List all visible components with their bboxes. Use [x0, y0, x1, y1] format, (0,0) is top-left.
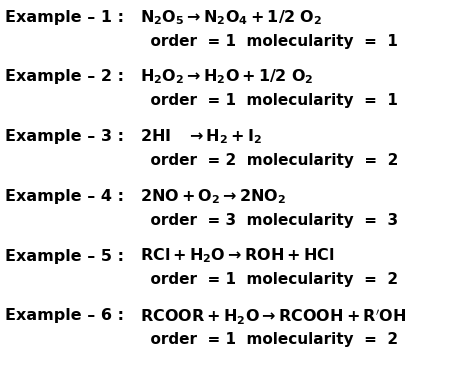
Text: $\mathbf{2NO + O_2 \rightarrow 2NO_2}$: $\mathbf{2NO + O_2 \rightarrow 2NO_2}$ — [140, 187, 286, 206]
Text: $\mathbf{RCl + H_2O \rightarrow ROH + HCl}$: $\mathbf{RCl + H_2O \rightarrow ROH + HC… — [140, 247, 334, 265]
Text: Example – 2 :: Example – 2 : — [5, 70, 124, 84]
Text: $\mathbf{N_2O_5 \rightarrow N_2O_4 + 1/2\ O_2}$: $\mathbf{N_2O_5 \rightarrow N_2O_4 + 1/2… — [140, 8, 322, 27]
Text: order  = 1  molecularity  =  2: order = 1 molecularity = 2 — [140, 332, 398, 347]
Text: Example – 1 :: Example – 1 : — [5, 10, 124, 25]
Text: Example – 6 :: Example – 6 : — [5, 308, 124, 323]
Text: order  = 3  molecularity  =  3: order = 3 molecularity = 3 — [140, 213, 398, 228]
Text: $\mathbf{RCOOR + H_2O \rightarrow RCOOH + R'OH}$: $\mathbf{RCOOR + H_2O \rightarrow RCOOH … — [140, 306, 406, 326]
Text: Example – 5 :: Example – 5 : — [5, 249, 124, 263]
Text: Example – 3 :: Example – 3 : — [5, 129, 124, 144]
Text: Example – 4 :: Example – 4 : — [5, 189, 124, 204]
Text: order  = 1  molecularity  =  1: order = 1 molecularity = 1 — [140, 34, 398, 49]
Text: $\mathbf{2HI \quad\rightarrow H_2 + I_2}$: $\mathbf{2HI \quad\rightarrow H_2 + I_2}… — [140, 127, 262, 146]
Text: $\mathbf{H_2O_2 \rightarrow H_2O + 1/2\ O_2}$: $\mathbf{H_2O_2 \rightarrow H_2O + 1/2\ … — [140, 68, 313, 86]
Text: order  = 2  molecularity  =  2: order = 2 molecularity = 2 — [140, 153, 398, 168]
Text: order  = 1  molecularity  =  1: order = 1 molecularity = 1 — [140, 94, 398, 108]
Text: order  = 1  molecularity  =  2: order = 1 molecularity = 2 — [140, 273, 398, 287]
